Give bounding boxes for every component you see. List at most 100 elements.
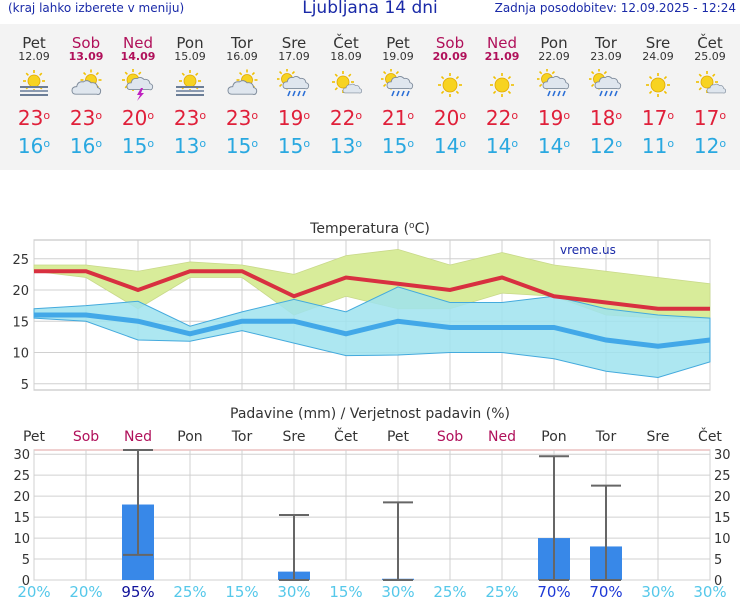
day-date: 16.09 [226,50,258,63]
precip-probability: 30% [381,583,414,600]
sun-icon [433,69,467,101]
day-name: Ned [487,34,517,52]
precip-probability: 20% [69,583,102,600]
day-date: 12.09 [18,50,50,63]
precip-day-label: Tor [231,429,253,445]
sun-cloud-rain-icon [588,68,623,101]
region-hint[interactable]: (kraj lahko izberete v meniju) [8,1,185,15]
y-tick-label: 25 [13,469,30,484]
precip-day-label: Tor [595,429,617,445]
y-tick-label: 10 [12,347,29,362]
sun-cloud-icon [225,69,259,101]
max-temp: 19o [537,106,571,130]
y-tick-label: 20 [12,284,29,299]
precip-day-label: Čet [334,427,358,445]
temp-chart-title: Temperatura (oC) [309,221,430,237]
precip-day-label: Sre [283,429,306,445]
sun-cloud-rain-icon [380,68,415,101]
max-temp: 23o [173,106,207,130]
day-name: Pon [540,34,568,52]
min-temp: 13o [173,134,207,158]
min-temp: 16o [17,134,51,158]
min-temp: 14o [485,134,519,158]
day-column: Ned 14.09 20o 15o [112,24,164,157]
y-tick-label: 30 [13,448,30,463]
max-temp: 21o [381,106,415,130]
sun-cloud-mist-icon [173,69,207,101]
day-name: Čet [333,34,359,52]
sun-icon [485,69,519,101]
min-temp: 15o [121,134,155,158]
day-date: 22.09 [538,50,570,63]
min-temp: 14o [537,134,571,158]
y-tick-label: 0 [22,574,30,589]
day-date: 21.09 [484,50,520,63]
precip-day-label: Pon [177,429,202,445]
precip-day-label: Pon [541,429,566,445]
day-column: Pon 22.09 19o 14o [528,24,580,157]
min-temp-line [34,312,711,349]
y-tick-label-right: 20 [714,490,731,505]
day-name: Tor [595,34,617,52]
min-temp: 12o [589,134,623,158]
max-temp: 23o [225,106,259,130]
day-name: Ned [123,34,153,52]
day-date: 24.09 [642,50,674,63]
day-column: Pet 19.09 21o 15o [372,24,424,157]
y-tick-label: 20 [13,490,30,505]
precip-day-label: Sre [647,429,670,445]
precip-probability: 30% [693,583,726,600]
precip-probability: 25% [433,583,466,600]
precip-day-label: Sob [73,429,99,445]
y-tick-label-right: 15 [714,511,731,526]
sun-icon [641,69,675,101]
precip-probability: 30% [277,583,310,600]
sun-small-cloud-icon [329,69,363,101]
precip-day-label: Ned [124,429,152,445]
max-temp: 22o [329,106,363,130]
precip-day-label: Ned [488,429,516,445]
daily-forecast: Pet 12.09 23o 16o Sob 13.09 23o 16o Ned 14.09 20o 1… [0,24,740,170]
y-tick-label-right: 10 [714,532,731,547]
y-tick-label: 25 [12,253,29,268]
header-bar: (kraj lahko izberete v meniju) Ljubljana… [0,0,740,20]
day-column: Sob 20.09 20o 14o [424,24,476,157]
precip-probability: 25% [173,583,206,600]
day-column: Pon 15.09 23o 13o [164,24,216,157]
max-temp: 23o [17,106,51,130]
y-tick-label-right: 30 [714,448,731,463]
last-update: Zadnja posodobitev: 12.09.2025 - 12:24 [494,1,736,15]
y-tick-label-right: 0 [714,574,722,589]
y-tick-label: 5 [22,553,30,568]
day-column: Sre 24.09 17o 11o [632,24,684,157]
precip-probability: 70% [589,583,622,600]
min-temp: 11o [641,134,675,158]
precip-probability: 20% [17,583,50,600]
watermark: vreme.us [560,243,616,257]
day-date: 20.09 [432,50,468,63]
max-temp: 22o [485,106,519,130]
day-date: 23.09 [590,50,622,63]
min-temp: 13o [329,134,363,158]
max-temp: 17o [641,106,675,130]
day-date: 13.09 [68,50,104,63]
min-range-band [33,286,711,379]
precip-probability: 30% [641,583,674,600]
max-temp: 17o [693,106,727,130]
y-tick-label: 15 [13,511,30,526]
day-column: Ned 21.09 22o 14o [476,24,528,157]
min-temp: 15o [381,134,415,158]
max-temp: 19o [277,106,311,130]
sun-cloud-rain-icon [276,68,311,101]
min-temp: 16o [69,134,103,158]
sun-cloud-rain-icon [536,68,571,101]
y-tick-label: 15 [12,315,29,330]
day-date: 14.09 [120,50,156,63]
day-column: Čet 18.09 22o 13o [320,24,372,157]
day-name: Pet [22,34,46,52]
sun-cloud-icon [69,69,103,101]
day-column: Tor 23.09 18o 12o [580,24,632,157]
y-tick-label: 5 [21,378,29,393]
day-name: Pet [386,34,410,52]
precip-probability: 15% [225,583,258,600]
